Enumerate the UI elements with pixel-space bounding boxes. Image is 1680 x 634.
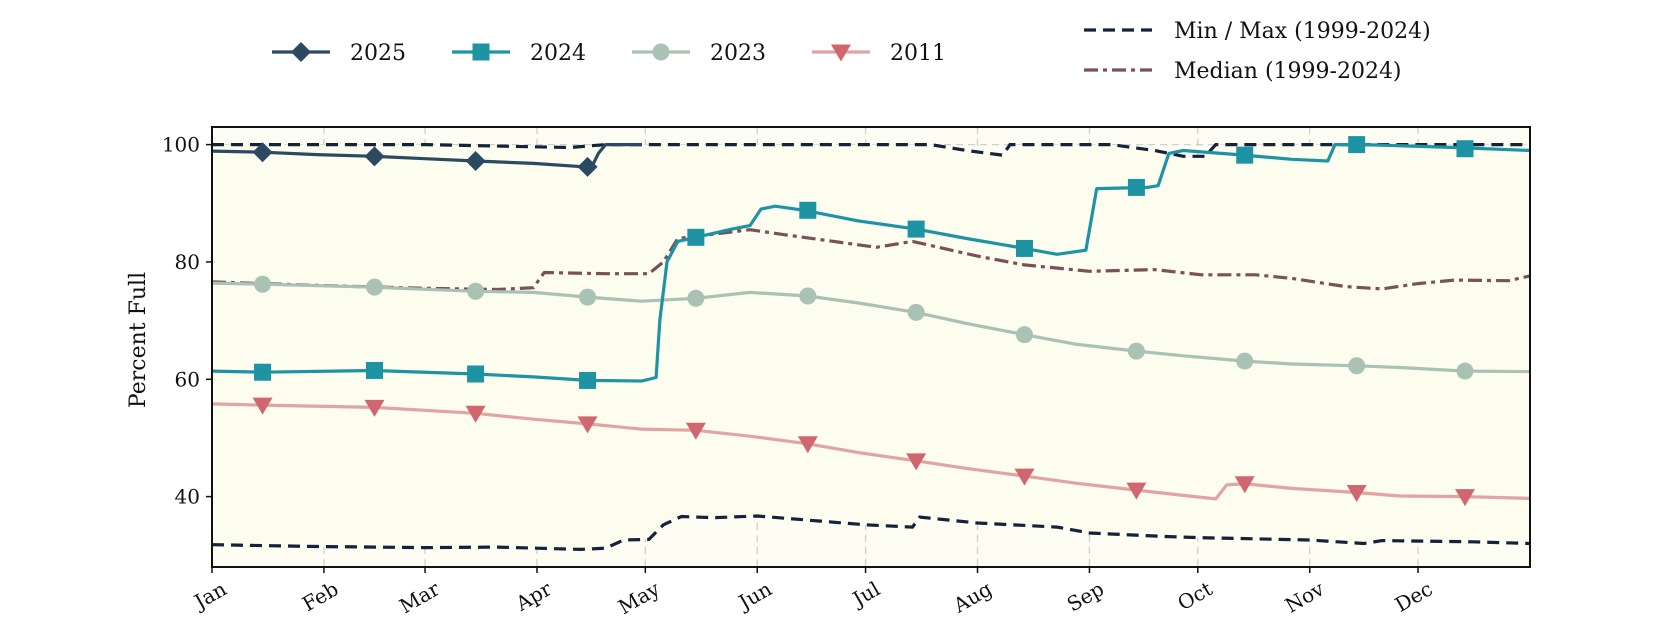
data-point — [254, 363, 272, 381]
data-point — [907, 303, 925, 321]
data-point — [799, 201, 817, 219]
data-point — [907, 220, 925, 238]
legend-marker — [291, 42, 311, 62]
series-2025 — [212, 142, 642, 177]
band-max-line — [212, 143, 1530, 158]
legend-label: Min / Max (1999-2024) — [1174, 19, 1431, 44]
series-line — [212, 402, 1530, 501]
x-tick-label: Feb — [298, 577, 342, 616]
legend-item-2024: 2024 — [452, 41, 586, 66]
x-tick-label: Oct — [1173, 577, 1216, 616]
legend-label: 2011 — [890, 41, 946, 66]
data-point — [906, 453, 927, 471]
data-point — [1014, 468, 1035, 486]
x-tick-label: Sep — [1063, 577, 1108, 617]
y-tick-label: 40 — [175, 485, 200, 509]
data-point — [252, 397, 273, 415]
data-point — [364, 146, 385, 167]
plot-frame — [211, 126, 1531, 568]
series-line — [212, 143, 1530, 383]
data-point — [1455, 489, 1476, 507]
legend-label: 2025 — [350, 41, 406, 66]
y-tick-label: 60 — [175, 367, 200, 391]
y-tick-label: 100 — [162, 133, 200, 157]
data-point — [364, 399, 385, 417]
data-point — [365, 361, 383, 379]
series-2023 — [212, 275, 1530, 380]
data-point — [577, 156, 598, 177]
data-point — [465, 405, 486, 423]
legend-item-min-max: Min / Max (1999-2024) — [1084, 19, 1431, 44]
x-tick-label: Jul — [847, 577, 884, 612]
legend-item-median: Median (1999-2024) — [1084, 59, 1402, 84]
min-max-band — [212, 143, 1530, 552]
x-tick-label: Jun — [733, 576, 776, 615]
data-point — [687, 228, 705, 246]
data-point — [1348, 136, 1366, 154]
data-point — [467, 365, 485, 383]
series-median-1999-2024 — [212, 228, 1530, 292]
legend-marker — [831, 44, 851, 62]
data-point — [1015, 326, 1033, 344]
y-tick-label: 80 — [175, 250, 200, 274]
series-2011 — [212, 397, 1530, 507]
legend: 2025 2024 2023 2011 Min / Max (1999-2024) Med… — [272, 19, 1431, 84]
x-tick-label: Jan — [188, 576, 230, 614]
x-tick-label: May — [614, 576, 664, 619]
legend-label: 2023 — [710, 41, 766, 66]
data-point — [1127, 178, 1145, 196]
data-point — [797, 436, 818, 454]
data-point — [1234, 476, 1255, 494]
data-point — [1236, 352, 1254, 370]
data-point — [1456, 362, 1474, 380]
data-point — [1346, 484, 1367, 502]
data-point — [799, 287, 817, 305]
data-point — [685, 422, 706, 440]
data-point — [579, 288, 597, 306]
x-tick-label: Dec — [1391, 577, 1437, 617]
data-point — [252, 142, 273, 163]
data-point — [365, 278, 383, 296]
band-min-line — [212, 514, 1530, 552]
legend-marker — [652, 43, 670, 61]
data-point — [254, 275, 272, 293]
series-line — [212, 228, 1530, 292]
data-point — [579, 371, 597, 389]
data-point — [687, 289, 705, 307]
series-group — [212, 136, 1530, 507]
legend-label: 2024 — [530, 41, 586, 66]
data-point — [1236, 146, 1254, 164]
band-fill — [212, 144, 1530, 550]
series-line — [212, 143, 642, 170]
x-tick-label: Aug — [948, 576, 996, 617]
legend-item-2011: 2011 — [812, 41, 946, 66]
plot-border — [211, 126, 1531, 568]
data-point — [577, 416, 598, 434]
x-tick-label: Apr — [511, 576, 556, 616]
legend-item-2023: 2023 — [632, 41, 766, 66]
series-2024 — [212, 136, 1530, 389]
data-point — [465, 151, 486, 172]
legend-label: Median (1999-2024) — [1174, 59, 1402, 84]
y-axis-title: Percent Full — [126, 272, 151, 408]
legend-marker — [472, 43, 490, 61]
x-tick-label: Mar — [395, 576, 444, 618]
data-point — [467, 282, 485, 300]
data-point — [1015, 239, 1033, 257]
data-point — [1348, 357, 1366, 375]
data-point — [1127, 342, 1145, 360]
x-tick-label: Nov — [1281, 576, 1329, 618]
legend-item-2025: 2025 — [272, 41, 406, 66]
data-point — [1126, 482, 1147, 500]
data-point — [1456, 140, 1474, 158]
